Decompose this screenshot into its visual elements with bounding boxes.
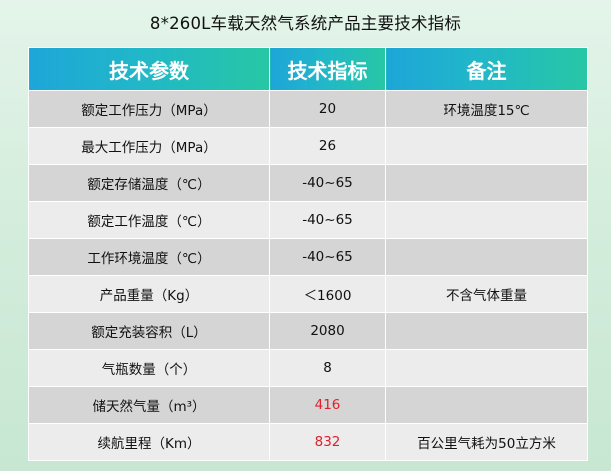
table-row: 续航里程（Km） 832 百公里气耗为50立方米: [28, 423, 588, 461]
param-cell: 产品重量（Kg）: [28, 275, 270, 313]
note-cell: [385, 312, 588, 350]
value-cell: ＜1600: [269, 275, 386, 313]
table-row: 工作环境温度（℃） -40~65: [28, 238, 588, 276]
value-cell: -40~65: [269, 201, 386, 239]
note-cell: [385, 386, 588, 424]
value-cell: -40~65: [269, 164, 386, 202]
table-row: 产品重量（Kg） ＜1600 不含气体重量: [28, 275, 588, 313]
note-cell: 百公里气耗为50立方米: [385, 423, 588, 461]
table-row: 最大工作压力（MPa） 26: [28, 127, 588, 165]
table-row: 气瓶数量（个） 8: [28, 349, 588, 387]
param-cell: 工作环境温度（℃）: [28, 238, 270, 276]
note-cell: [385, 238, 588, 276]
value-cell: 2080: [269, 312, 386, 350]
param-cell: 额定充装容积（L）: [28, 312, 270, 350]
value-cell: 20: [269, 90, 386, 128]
value-cell: 8: [269, 349, 386, 387]
param-cell: 额定存储温度（℃）: [28, 164, 270, 202]
param-cell: 续航里程（Km）: [28, 423, 270, 461]
header-technical-indicator: 技术指标: [269, 47, 386, 91]
param-cell: 最大工作压力（MPa）: [28, 127, 270, 165]
table-header-row: 技术参数 技术指标 备注: [28, 47, 588, 91]
note-cell: [385, 127, 588, 165]
table-row: 额定工作温度（℃） -40~65: [28, 201, 588, 239]
header-remarks: 备注: [385, 47, 588, 91]
table-row: 额定工作压力（MPa） 20 环境温度15℃: [28, 90, 588, 128]
spec-table: 技术参数 技术指标 备注 额定工作压力（MPa） 20 环境温度15℃ 最大工作…: [28, 47, 588, 461]
value-cell: -40~65: [269, 238, 386, 276]
param-cell: 气瓶数量（个）: [28, 349, 270, 387]
param-cell: 额定工作压力（MPa）: [28, 90, 270, 128]
param-cell: 储天然气量（m³）: [28, 386, 270, 424]
note-cell: [385, 201, 588, 239]
page-title: 8*260L车载天然气系统产品主要技术指标: [149, 14, 462, 33]
table-row: 额定存储温度（℃） -40~65: [28, 164, 588, 202]
param-cell: 额定工作温度（℃）: [28, 201, 270, 239]
table-row: 储天然气量（m³） 416: [28, 386, 588, 424]
note-cell: [385, 164, 588, 202]
note-cell: 不含气体重量: [385, 275, 588, 313]
header-technical-parameter: 技术参数: [28, 47, 270, 91]
value-cell: 26: [269, 127, 386, 165]
value-cell-highlight: 832: [269, 423, 386, 461]
table-row: 额定充装容积（L） 2080: [28, 312, 588, 350]
note-cell: 环境温度15℃: [385, 90, 588, 128]
value-cell-highlight: 416: [269, 386, 386, 424]
note-cell: [385, 349, 588, 387]
